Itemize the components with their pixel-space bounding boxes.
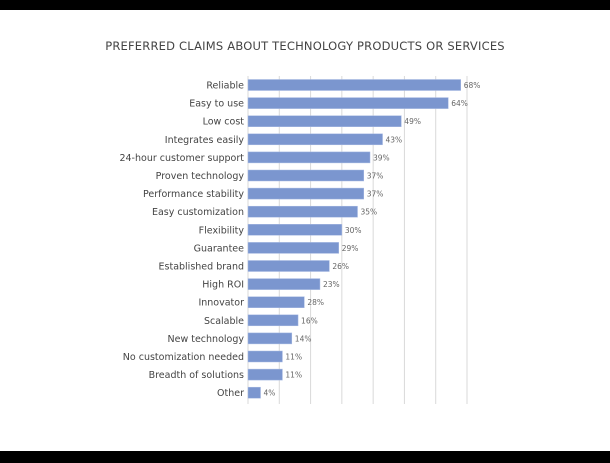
category-label: Scalable <box>204 316 244 327</box>
data-label: 37% <box>367 172 384 181</box>
data-label: 14% <box>295 334 312 343</box>
data-label: 11% <box>285 371 302 380</box>
category-label: Established brand <box>159 262 244 273</box>
data-label: 16% <box>301 316 318 325</box>
data-label: 23% <box>323 280 340 289</box>
bottom-black-band <box>0 451 610 463</box>
bar <box>247 368 283 381</box>
category-label: Flexibility <box>199 225 245 236</box>
bar <box>247 205 358 218</box>
data-label: 37% <box>367 190 384 199</box>
chart-title: PREFERRED CLAIMS ABOUT TECHNOLOGY PRODUC… <box>105 39 505 53</box>
category-label: Breadth of solutions <box>149 370 244 381</box>
bar <box>247 169 365 182</box>
category-label: Easy to use <box>189 99 244 110</box>
data-label: 11% <box>285 353 302 362</box>
data-label: 28% <box>307 298 324 307</box>
data-label: 68% <box>464 81 481 90</box>
bar <box>247 296 305 308</box>
category-label: Innovator <box>198 298 244 309</box>
bar <box>247 151 371 164</box>
bar <box>247 115 402 127</box>
category-label: High ROI <box>202 280 244 291</box>
category-label: Integrates easily <box>165 135 245 146</box>
category-label: Proven technology <box>156 171 245 182</box>
bar <box>247 242 339 254</box>
category-label: 24-hour customer support <box>119 153 244 164</box>
category-label: Easy customization <box>152 207 244 218</box>
data-label: 39% <box>373 153 390 162</box>
category-label: Low cost <box>203 117 245 128</box>
bar <box>247 278 321 290</box>
bar <box>247 332 293 345</box>
bar <box>247 133 383 146</box>
bar <box>247 224 343 236</box>
data-label: 30% <box>345 226 362 235</box>
bar <box>247 350 283 363</box>
data-label: 26% <box>332 262 349 271</box>
data-label: 43% <box>386 135 403 144</box>
bar <box>247 97 449 109</box>
category-label: Reliable <box>206 81 244 92</box>
category-label: New technology <box>168 334 245 345</box>
data-label: 49% <box>404 117 421 126</box>
category-label: Performance stability <box>143 189 244 200</box>
category-label: Other <box>217 388 244 399</box>
bar <box>247 79 461 91</box>
bar <box>247 260 330 272</box>
category-label: Guarantee <box>194 243 245 254</box>
category-label: No customization needed <box>123 352 244 363</box>
data-label: 4% <box>264 389 276 398</box>
data-label: 29% <box>342 244 359 253</box>
bar <box>247 187 365 200</box>
bar <box>247 386 261 399</box>
data-label: 35% <box>361 208 378 217</box>
bar <box>247 314 299 327</box>
data-label: 64% <box>451 99 468 108</box>
top-black-band <box>0 0 610 10</box>
